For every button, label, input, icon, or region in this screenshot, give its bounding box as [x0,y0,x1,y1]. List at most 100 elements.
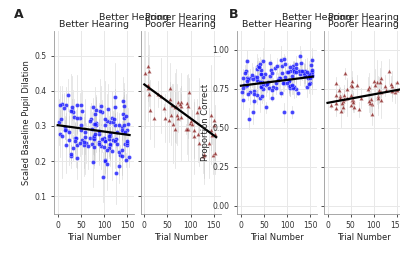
Point [124,139,130,143]
Point [66,138,72,142]
Point [291,85,298,89]
Text: A: A [14,8,24,21]
Point [349,98,356,103]
Point [162,116,168,120]
Point [93,121,99,125]
Point [63,128,69,133]
Point [78,128,84,132]
Point [306,74,313,78]
Point [287,84,293,88]
Point [377,90,384,94]
Point [107,120,113,124]
Point [341,93,348,97]
Point [245,77,252,81]
Point [212,132,218,136]
Point [301,71,307,75]
Point [272,86,279,90]
Point [101,135,107,140]
Point [112,123,118,127]
Point [68,154,74,158]
Point [60,106,67,110]
Point [97,109,103,113]
Point [344,87,350,91]
Point [332,101,339,105]
Point [344,96,350,100]
Point [297,72,303,76]
Point [270,85,276,89]
Point [290,84,296,88]
Point [104,147,110,152]
Point [264,82,270,86]
Point [254,78,260,82]
Point [82,135,88,139]
Point [259,82,266,86]
Point [201,152,208,156]
Point [188,119,194,123]
Point [120,104,127,108]
Point [112,139,118,143]
Point [239,90,245,94]
Point [358,96,364,100]
Point [92,112,98,116]
Point [244,79,250,83]
Point [91,136,97,140]
Point [286,86,293,90]
Point [292,66,299,70]
Point [106,146,112,150]
Point [123,158,129,162]
Title: Poorer Hearing: Poorer Hearing [145,20,216,29]
Point [280,81,286,85]
Point [240,75,246,80]
Point [304,70,310,75]
Point [249,73,256,77]
Point [239,86,246,90]
Point [244,83,250,87]
Point [121,123,128,127]
Point [305,82,312,87]
Point [108,116,115,120]
Point [309,68,316,72]
Point [64,93,71,97]
Point [70,110,76,114]
Point [254,93,260,97]
Point [269,88,275,92]
Point [78,103,84,107]
Point [308,62,314,67]
Point [209,153,216,157]
Point [79,109,86,113]
Point [254,64,261,68]
Point [92,121,98,126]
Point [340,99,346,104]
Point [62,143,69,147]
Point [122,130,129,134]
Point [347,93,354,97]
Point [186,121,193,126]
Point [106,134,113,138]
Point [268,71,275,75]
Point [366,85,372,89]
Point [126,155,132,160]
Point [169,103,176,107]
Point [99,110,105,114]
Point [151,116,157,120]
Point [271,66,278,70]
Point [100,175,106,179]
Point [293,70,300,75]
Point [389,84,395,88]
X-axis label: Trial Number: Trial Number [337,233,391,242]
Point [73,103,80,107]
Point [189,122,196,126]
Point [366,99,373,103]
X-axis label: Trial Number: Trial Number [250,233,304,242]
Point [267,74,274,78]
Point [243,69,250,73]
Point [102,159,108,163]
Point [250,77,256,82]
Point [268,68,274,72]
Point [102,123,108,127]
Point [142,71,148,75]
Point [382,84,388,88]
Point [74,156,80,160]
Point [348,103,354,107]
Point [287,65,293,69]
